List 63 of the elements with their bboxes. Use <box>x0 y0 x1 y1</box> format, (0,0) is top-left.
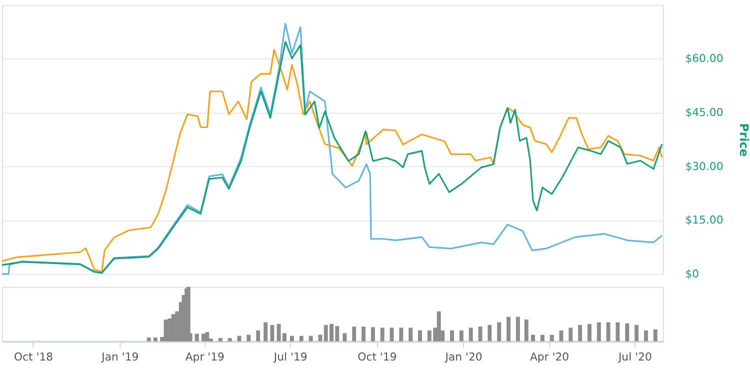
bar <box>237 336 242 342</box>
x-tick-label: Apr '20 <box>530 350 570 364</box>
x-tick-label: Jul '19 <box>272 350 308 364</box>
bar <box>308 336 313 342</box>
bar <box>524 320 528 342</box>
bar <box>362 326 366 342</box>
bar <box>264 322 268 342</box>
bar <box>318 334 322 342</box>
bar <box>390 328 394 342</box>
y-tick-label: $0 <box>685 267 700 280</box>
bar <box>408 328 413 342</box>
bar <box>168 318 172 342</box>
bar <box>478 326 482 342</box>
y-tick-label: $45.00 <box>685 106 724 120</box>
bar <box>596 322 601 342</box>
bar <box>588 324 592 342</box>
bar <box>468 328 473 342</box>
bar <box>625 323 630 342</box>
bar <box>531 334 535 342</box>
bar <box>540 334 544 342</box>
x-tick-label: Oct '19 <box>358 350 397 364</box>
bar <box>418 330 422 342</box>
bar <box>256 330 260 342</box>
bar <box>194 334 199 342</box>
bar <box>270 324 274 342</box>
bar <box>634 324 639 342</box>
y-tick-label: $60.00 <box>685 52 724 66</box>
bar <box>201 334 206 342</box>
x-tick-label: Oct '18 <box>14 350 54 364</box>
bar <box>459 330 464 342</box>
y-axis-title: Price <box>737 123 750 157</box>
bar <box>506 316 510 342</box>
bar <box>578 324 582 342</box>
bar <box>550 334 554 342</box>
bar <box>568 328 573 342</box>
bar <box>644 330 648 342</box>
x-tick-label: Jul '20 <box>617 350 652 364</box>
bar <box>299 336 304 342</box>
bar <box>436 311 441 342</box>
bar <box>246 334 251 342</box>
bar <box>218 338 222 342</box>
y-tick-label: $30.00 <box>685 160 724 173</box>
bar <box>153 337 158 342</box>
y-tick-label: $15.00 <box>685 214 724 227</box>
bar <box>205 332 210 342</box>
bar <box>497 322 502 342</box>
bar <box>559 330 564 342</box>
x-tick-label: Jan '20 <box>444 350 482 364</box>
x-tick-label: Jan '19 <box>100 350 139 364</box>
bar <box>342 333 347 342</box>
bar <box>380 328 384 342</box>
bar <box>399 328 404 342</box>
bar <box>352 326 356 342</box>
bar <box>516 316 520 342</box>
x-tick-label: Apr '19 <box>185 350 225 364</box>
bar <box>228 338 232 342</box>
bar <box>370 327 375 342</box>
bar <box>450 330 454 342</box>
bar <box>653 329 658 342</box>
bar <box>146 337 151 342</box>
bar <box>290 336 294 342</box>
bar <box>606 322 610 342</box>
bar <box>488 324 492 342</box>
